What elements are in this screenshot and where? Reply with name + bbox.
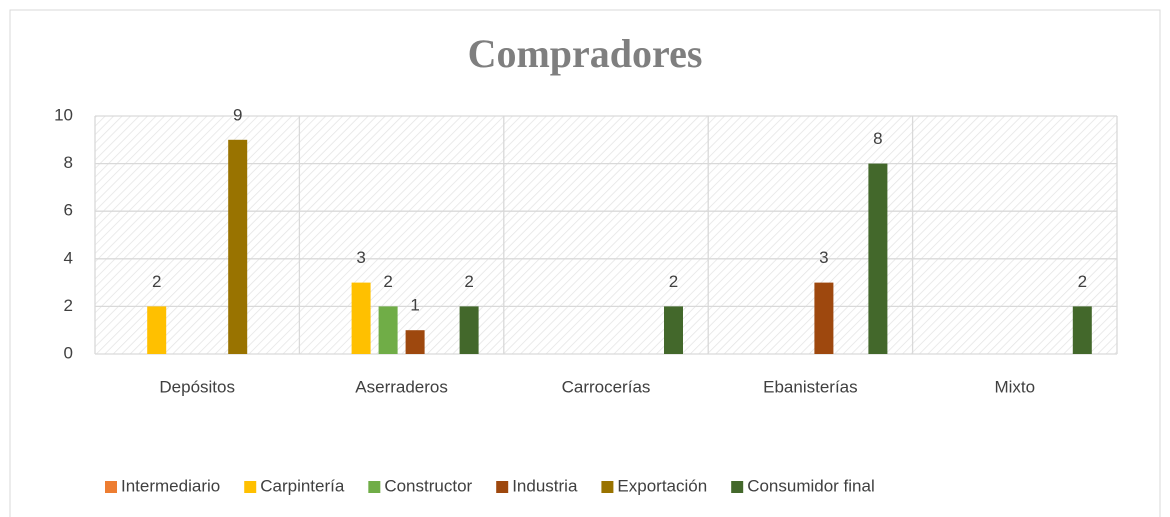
data-label: 3 — [356, 248, 365, 267]
legend-marker — [368, 481, 381, 493]
legend-marker — [601, 481, 614, 493]
bar — [868, 163, 888, 354]
legend-marker — [731, 481, 744, 493]
bar — [459, 306, 479, 354]
bar — [664, 306, 683, 354]
data-label: 1 — [410, 296, 419, 315]
bar — [147, 306, 167, 354]
y-tick-label: 0 — [64, 343, 73, 362]
legend-marker — [244, 481, 257, 493]
x-tick-label: Depósitos — [159, 377, 235, 396]
bar — [351, 282, 371, 354]
legend-label: Consumidor final — [747, 476, 875, 495]
plot-area — [95, 116, 1117, 354]
legend-label: Intermediario — [121, 476, 220, 495]
bar — [405, 330, 425, 354]
bar — [1072, 306, 1092, 354]
chart-title: Compradores — [468, 31, 703, 76]
y-tick-label: 2 — [64, 296, 73, 315]
x-tick-label: Mixto — [994, 377, 1035, 396]
data-label: 8 — [873, 129, 882, 148]
x-tick-label: Ebanisterías — [763, 377, 858, 396]
y-tick-label: 10 — [54, 105, 73, 124]
y-tick-label: 8 — [64, 153, 73, 172]
y-tick-label: 6 — [64, 201, 73, 220]
data-label: 2 — [464, 272, 473, 291]
data-label: 2 — [152, 272, 161, 291]
legend-label: Constructor — [384, 476, 472, 495]
data-label: 2 — [383, 272, 392, 291]
legend-label: Carpintería — [260, 476, 345, 495]
y-tick-label: 4 — [64, 248, 73, 267]
bar — [228, 139, 248, 354]
data-label: 2 — [669, 272, 678, 291]
x-tick-label: Carrocerías — [562, 377, 651, 396]
data-label: 2 — [1078, 272, 1087, 291]
bar — [814, 282, 834, 354]
x-tick-label: Aserraderos — [355, 377, 448, 396]
data-label: 3 — [819, 248, 828, 267]
bar — [378, 306, 398, 354]
data-label: 9 — [233, 105, 242, 124]
legend-marker — [496, 481, 509, 493]
legend-marker — [105, 481, 117, 493]
legend-label: Industria — [512, 476, 578, 495]
legend-label: Exportación — [617, 476, 707, 495]
